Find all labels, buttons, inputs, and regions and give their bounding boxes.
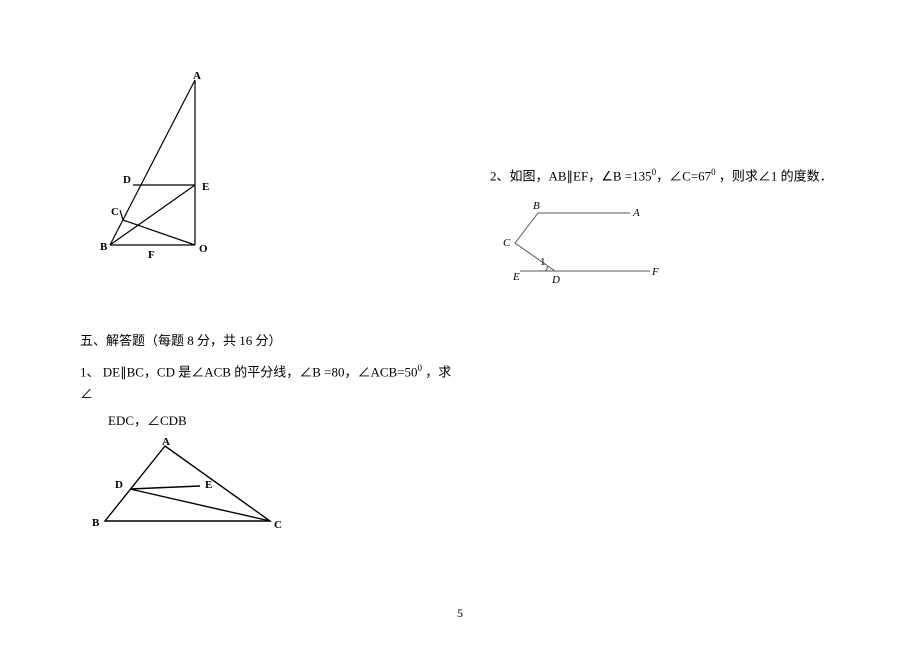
fig1-label-d: D xyxy=(123,174,131,186)
figure-2: A B C D E xyxy=(90,436,290,536)
figure-1: A B C D E F O xyxy=(90,70,230,270)
fig1-label-f: F xyxy=(148,249,155,261)
fig1-label-e: E xyxy=(202,181,209,193)
fig3-label-b: B xyxy=(533,200,540,212)
q1-line1: 1、 DE∥BC，CD 是∠ACB 的平分线，∠B =80，∠ACB=50 xyxy=(80,364,418,379)
fig2-label-e: E xyxy=(205,479,212,491)
page-number: 5 xyxy=(0,606,920,621)
q1-text: 1、 DE∥BC，CD 是∠ACB 的平分线，∠B =80，∠ACB=500 ，… xyxy=(80,361,460,406)
fig2-label-d: D xyxy=(115,479,123,491)
fig3-label-c: C xyxy=(503,237,511,249)
fig1-label-b: B xyxy=(100,241,108,253)
fig3-label-f: F xyxy=(651,266,659,278)
fig3-label-a: A xyxy=(632,207,640,219)
fig2-label-a: A xyxy=(162,436,170,448)
section-5-title: 五、解答题（每题 8 分，共 16 分） xyxy=(80,330,460,349)
fig2-label-c: C xyxy=(274,519,282,531)
fig3-label-d: D xyxy=(551,274,560,285)
q2-text: 2、如图，AB∥EF，∠B =1350，∠C=670 ，则求∠1 的度数． xyxy=(490,165,870,187)
fig1-label-a: A xyxy=(193,70,201,82)
fig1-label-c: C xyxy=(111,206,119,218)
fig2-label-b: B xyxy=(92,517,100,529)
q2-pre: 2、如图，AB∥EF，∠B =135 xyxy=(490,168,652,183)
q2-mid: ，∠C=67 xyxy=(656,168,711,183)
fig3-label-1: 1 xyxy=(540,256,546,268)
fig1-label-o: O xyxy=(199,243,208,255)
q1-line2: EDC，∠CDB xyxy=(80,410,460,432)
fig3-label-e: E xyxy=(512,271,520,283)
q2-tail: ，则求∠1 的度数． xyxy=(716,168,833,183)
figure-3: A B C D E F 1 xyxy=(500,195,670,285)
